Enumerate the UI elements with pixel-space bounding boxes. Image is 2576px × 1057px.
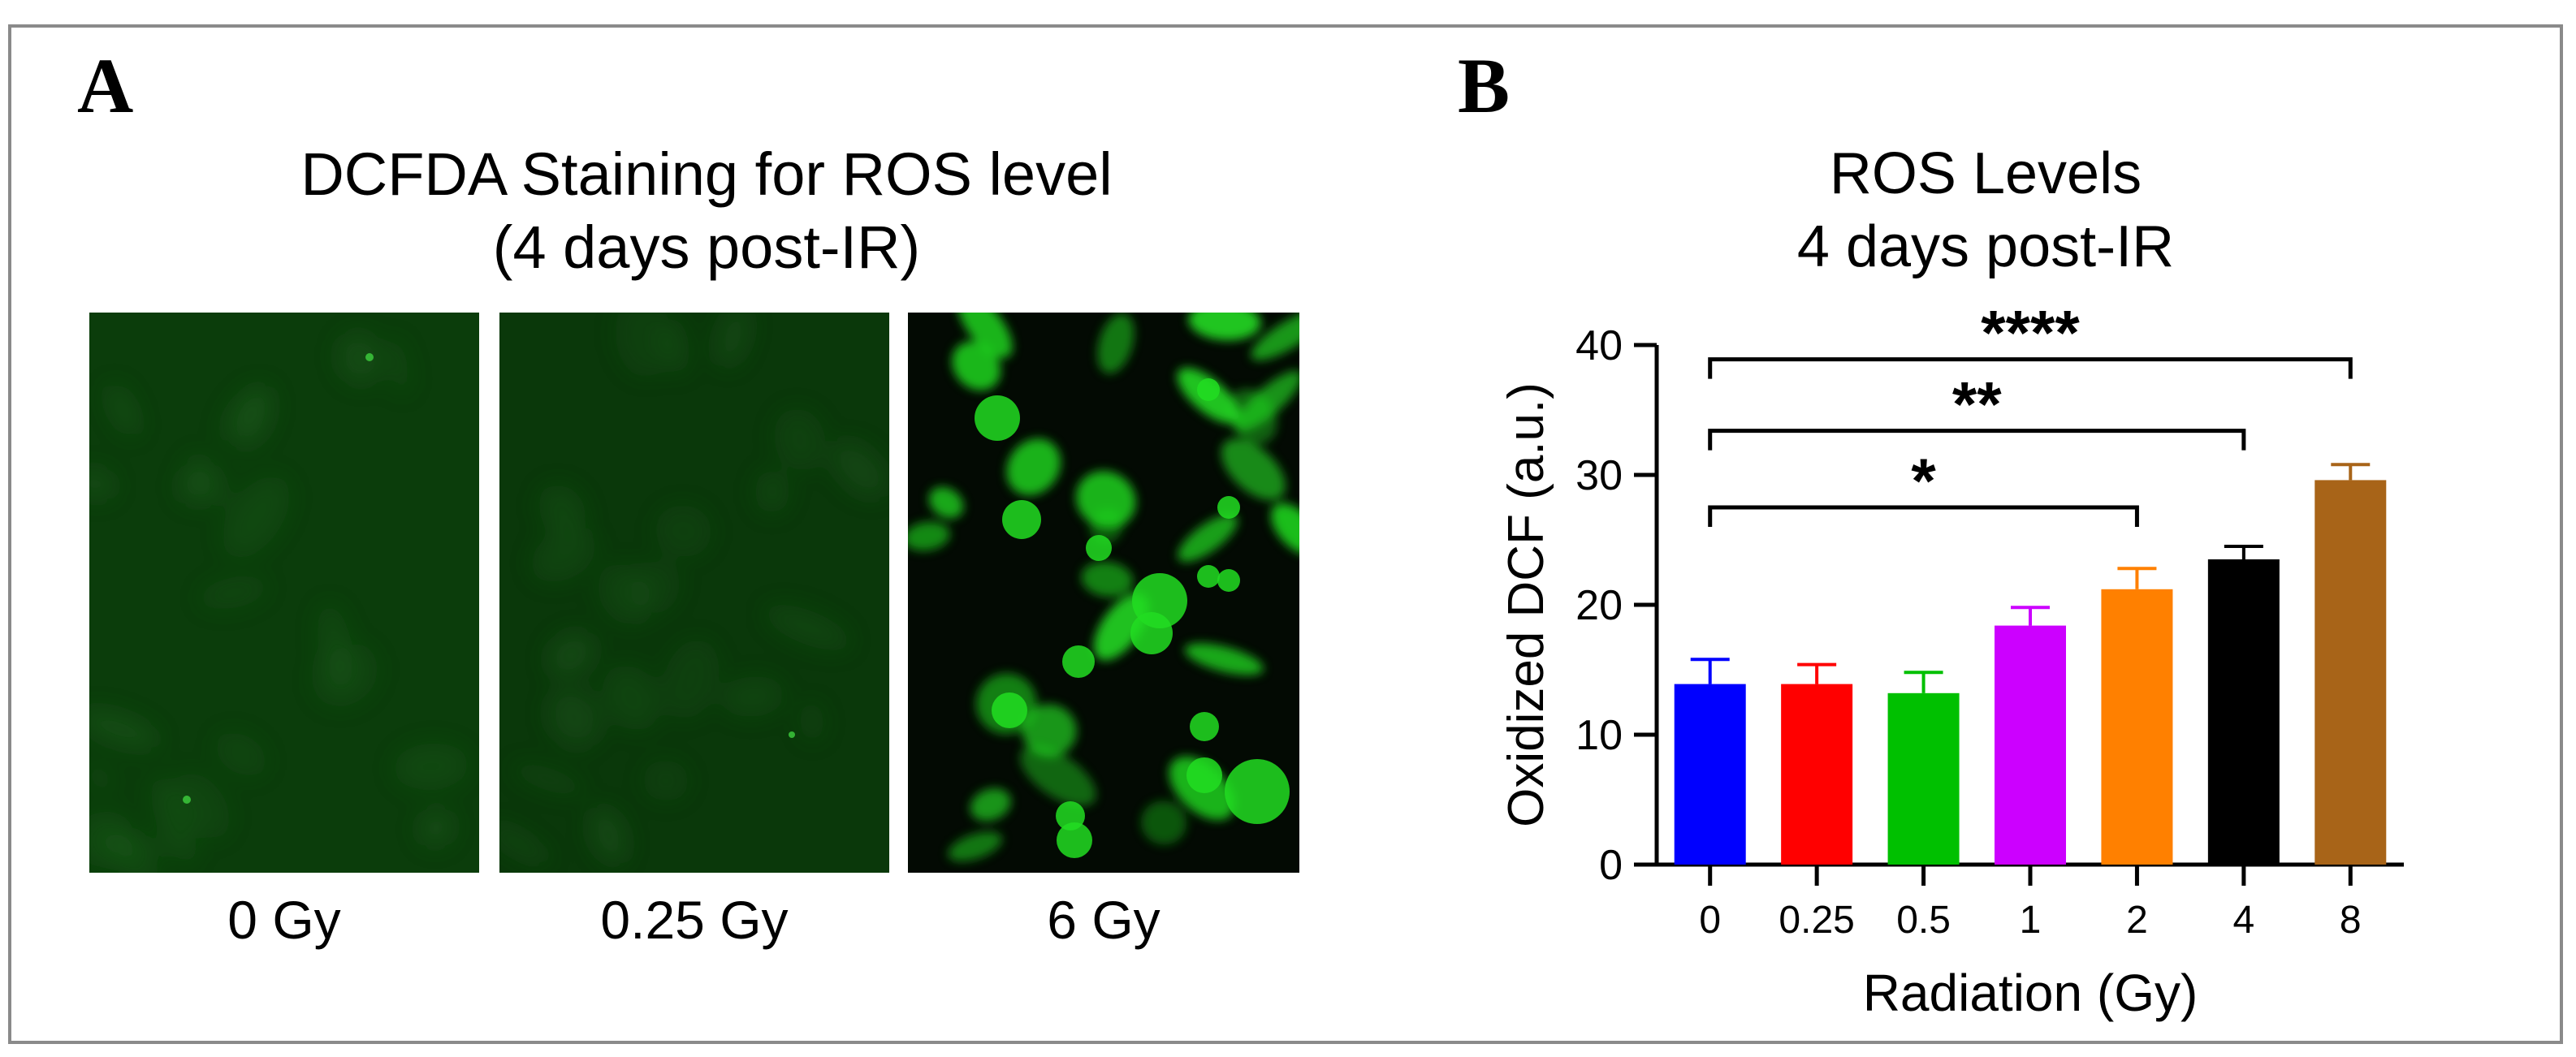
micrograph-label-6gy: 6 Gy [1047,890,1160,950]
panel-a-title: DCFDA Staining for ROS level (4 days pos… [89,138,1324,285]
error-bar [1904,671,1943,693]
bar-8 [2315,480,2387,865]
x-tick-label: 8 [2340,899,2362,942]
significance-label: ** [1952,369,2002,440]
panel-a-title-line1: DCFDA Staining for ROS level [300,140,1113,208]
bar-0-5 [1887,692,1960,865]
y-tick-label: 0 [1599,842,1623,889]
significance-bracket [1708,357,2353,379]
x-tick-label: 0.25 [1779,899,1854,942]
bar-4 [2207,559,2280,865]
significance-bracket [1708,429,2246,451]
x-tick-label: 4 [2233,899,2255,942]
micrograph-label-0-25gy: 0.25 Gy [600,890,789,950]
x-tick-label: 0 [1699,899,1721,942]
micrograph-canvas [499,313,889,873]
x-axis-label: Radiation (Gy) [1863,964,2198,1022]
x-tick-label: 0.5 [1896,899,1951,942]
error-bar [2117,567,2157,589]
error-bar [2331,463,2371,481]
micrograph-canvas [908,313,1299,873]
figure-frame [8,24,2563,1044]
bar-1 [1995,625,2066,865]
error-bar [1690,658,1730,684]
y-tick-label: 10 [1575,712,1623,759]
error-bar [1797,662,1837,684]
micrograph-0gy [89,313,479,873]
y-tick-label: 20 [1575,582,1623,629]
x-tick-label: 2 [2126,899,2148,942]
bar-0 [1674,684,1746,865]
error-bar [2224,545,2263,559]
panel-b-letter: B [1458,42,1511,129]
y-tick-label: 40 [1575,322,1623,369]
micrograph-canvas [89,313,479,873]
bar-0-25 [1781,684,1853,865]
significance-bracket [1708,505,2139,527]
y-tick-label: 30 [1575,452,1623,499]
panel-a-letter: A [77,42,134,129]
error-bar [2011,606,2050,626]
y-axis-label: Oxidized DCF (a.u.) [1498,382,1554,827]
significance-label: * [1911,445,1936,516]
chart-subtitle: 4 days post-IR [1797,214,2174,279]
micrograph-label-0gy: 0 Gy [227,890,341,950]
significance-label: **** [1981,297,2080,369]
bar-2 [2101,589,2173,865]
micrograph-6gy [908,313,1299,873]
panel-a-title-line2: (4 days post-IR) [492,214,921,282]
micrograph-0-25gy [499,313,889,873]
x-tick-label: 1 [2020,899,2042,942]
chart-title: ROS Levels [1830,141,2142,206]
